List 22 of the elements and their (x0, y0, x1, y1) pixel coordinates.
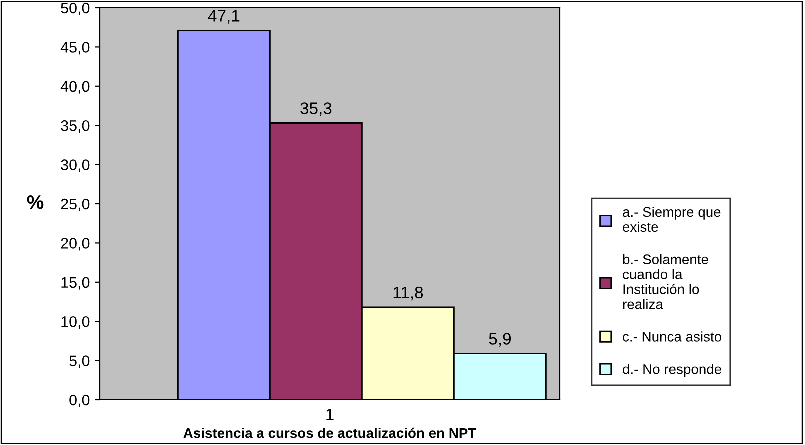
y-tick-label: 20,0 (61, 238, 90, 251)
x-axis-title: Asistencia a cursos de actualización en NPT (184, 428, 477, 438)
y-tick-label: 0,0 (70, 394, 90, 408)
y-tick-label: 50,0 (61, 2, 90, 16)
y-axis-title: % (27, 196, 44, 210)
legend-label: b.- Solamente cuando la Institución lo realiza (623, 254, 708, 310)
data-label: 5,9 (489, 333, 511, 347)
legend-label: c.- Nunca asisto (623, 332, 722, 342)
legend-label: d.- No responde (623, 364, 722, 378)
x-tick-label: 1 (326, 408, 334, 420)
legend-label: a.- Siempre que existe (623, 206, 721, 232)
data-label: 47,1 (208, 10, 240, 24)
data-label: 35,3 (300, 102, 332, 116)
y-tick-label: 45,0 (60, 42, 90, 55)
y-tick-label: 5,0 (70, 356, 90, 368)
y-tick-label: 10,0 (62, 316, 90, 330)
y-tick-label: 40,0 (60, 81, 90, 94)
y-tick-label: 30,0 (61, 160, 90, 172)
y-tick-label: 15,0 (62, 277, 90, 290)
y-tick-label: 35,0 (61, 120, 90, 134)
data-label: 11,8 (394, 286, 424, 301)
y-tick-label: 25,0 (61, 198, 90, 212)
